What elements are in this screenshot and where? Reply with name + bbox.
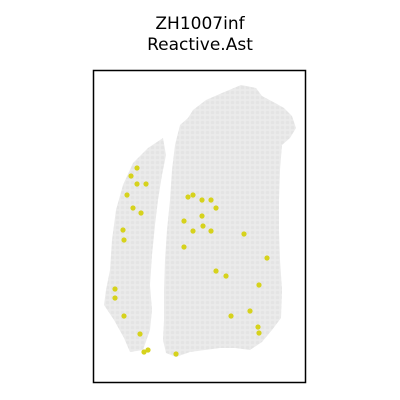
highlighted-spot [213,268,219,274]
highlighted-spot [255,324,261,330]
highlighted-spot [199,197,205,203]
highlighted-spot [145,347,151,353]
highlighted-spot [200,223,206,229]
highlighted-spot [134,165,140,171]
highlighted-spot [124,192,130,198]
highlighted-spot [143,181,149,187]
highlighted-spot [228,313,234,319]
highlighted-spot [199,213,205,219]
highlighted-spot [112,286,118,292]
highlighted-spots [112,165,270,357]
highlighted-spot [173,351,179,357]
highlighted-spot [130,205,136,211]
highlighted-spot [121,237,127,243]
chart-subtitle: Reactive.Ast [147,35,253,55]
highlighted-spot [208,197,214,203]
highlighted-spot [223,273,229,279]
highlighted-spot [128,173,134,179]
highlighted-spot [134,181,140,187]
highlighted-spot [181,218,187,224]
highlighted-spot [141,349,147,355]
plot-frame [92,69,307,384]
chart-title-block: ZH1007inf Reactive.Ast [0,14,400,56]
highlighted-spot [213,205,219,211]
highlighted-spot [190,228,196,234]
highlighted-spot [256,282,262,288]
highlighted-spot [264,255,270,261]
highlighted-spot [138,210,144,216]
highlighted-spot [190,192,196,198]
highlighted-spot [185,194,191,200]
highlighted-spot [256,330,262,336]
highlighted-spot [112,295,118,301]
highlighted-spot [120,227,126,233]
highlighted-spot [121,313,127,319]
chart-title: ZH1007inf [155,14,245,34]
highlighted-spot [241,231,247,237]
highlighted-spot [181,244,187,250]
highlighted-spot [247,308,253,314]
highlighted-spot [137,331,143,337]
highlighted-spot [208,228,214,234]
